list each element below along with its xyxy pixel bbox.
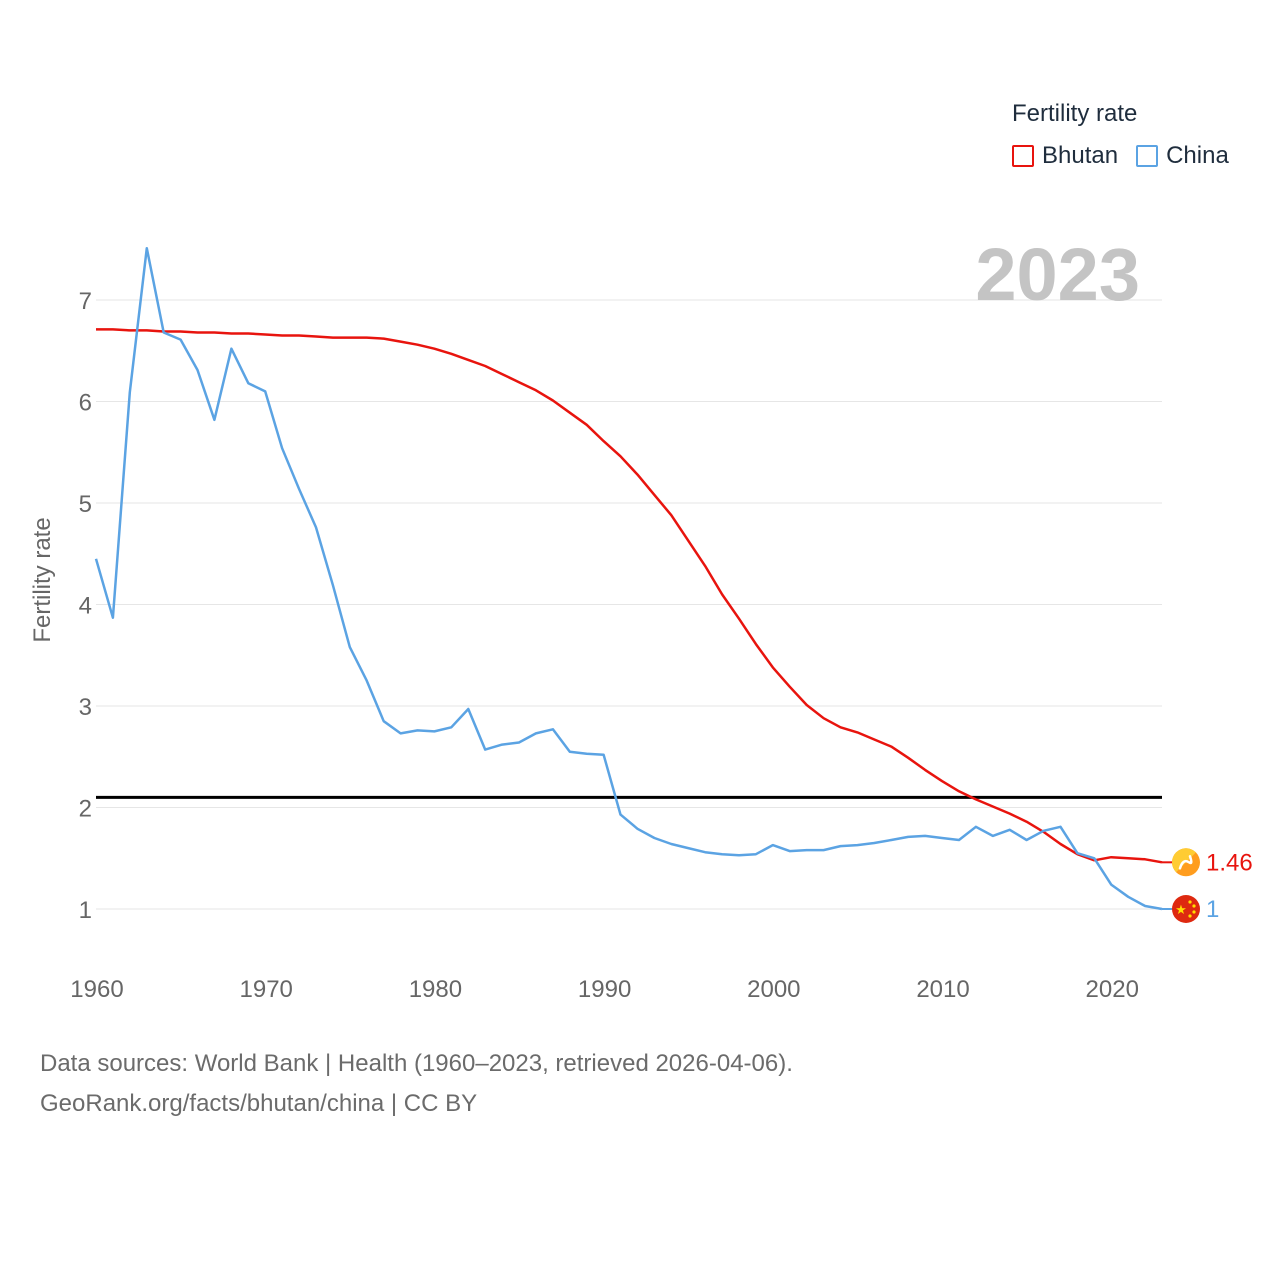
series-line-bhutan	[96, 328, 1163, 864]
y-tick-label: 4	[79, 593, 92, 620]
bhutan-flag-icon	[1172, 848, 1200, 877]
x-tick-label: 1970	[240, 976, 293, 1003]
y-tick-label: 7	[79, 288, 92, 315]
y-axis-ticks: 1 2 3 4 5 6 7	[79, 288, 92, 924]
y-tick-label: 5	[79, 491, 92, 518]
source-link[interactable]: GeoRank.org/facts/bhutan/china | CC BY	[40, 1090, 478, 1117]
grid-lines	[96, 299, 1162, 910]
y-tick-label: 3	[79, 694, 92, 721]
x-tick-label: 2000	[747, 976, 800, 1003]
year-label: 2023	[975, 233, 1140, 316]
series-lines	[94, 246, 1163, 911]
svg-text:★: ★	[1175, 903, 1187, 918]
legend-swatch-china	[1136, 145, 1159, 167]
legend-item-bhutan[interactable]: Bhutan	[1012, 142, 1118, 170]
y-tick-label: 2	[79, 796, 92, 823]
data-sources-text: Data sources: World Bank | Health (1960–…	[40, 1050, 793, 1077]
fertility-chart: 1 2 3 4 5 6 7 1960 1970 1980 1990 2000 2010 2020 202…	[29, 233, 1253, 1003]
legend-swatch-bhutan	[1012, 145, 1034, 167]
x-tick-label: 1990	[578, 976, 631, 1003]
legend-title: Fertility rate	[1012, 100, 1138, 127]
series-line-china	[94, 246, 1163, 911]
x-tick-label: 1960	[70, 976, 123, 1003]
x-tick-label: 2010	[916, 976, 969, 1003]
china-flag-icon: ★	[1172, 895, 1200, 923]
x-axis-ticks: 1960 1970 1980 1990 2000 2010 2020	[70, 976, 1139, 1003]
x-tick-label: 2020	[1086, 976, 1139, 1003]
y-tick-label: 1	[79, 897, 92, 924]
legend-label-china: China	[1166, 142, 1229, 169]
y-axis-title: Fertility rate	[29, 517, 56, 642]
end-value-label-china: 1	[1206, 896, 1219, 923]
legend: Bhutan China	[1012, 142, 1229, 170]
y-tick-label: 6	[79, 390, 92, 417]
series-endpoints: 1.46 ★ 1	[1162, 848, 1253, 923]
footer: Data sources: World Bank | Health (1960–…	[40, 1044, 793, 1124]
legend-item-china[interactable]: China	[1136, 142, 1229, 170]
end-value-label-bhutan: 1.46	[1206, 849, 1253, 876]
x-tick-label: 1980	[409, 976, 462, 1003]
legend-label-bhutan: Bhutan	[1042, 142, 1119, 169]
